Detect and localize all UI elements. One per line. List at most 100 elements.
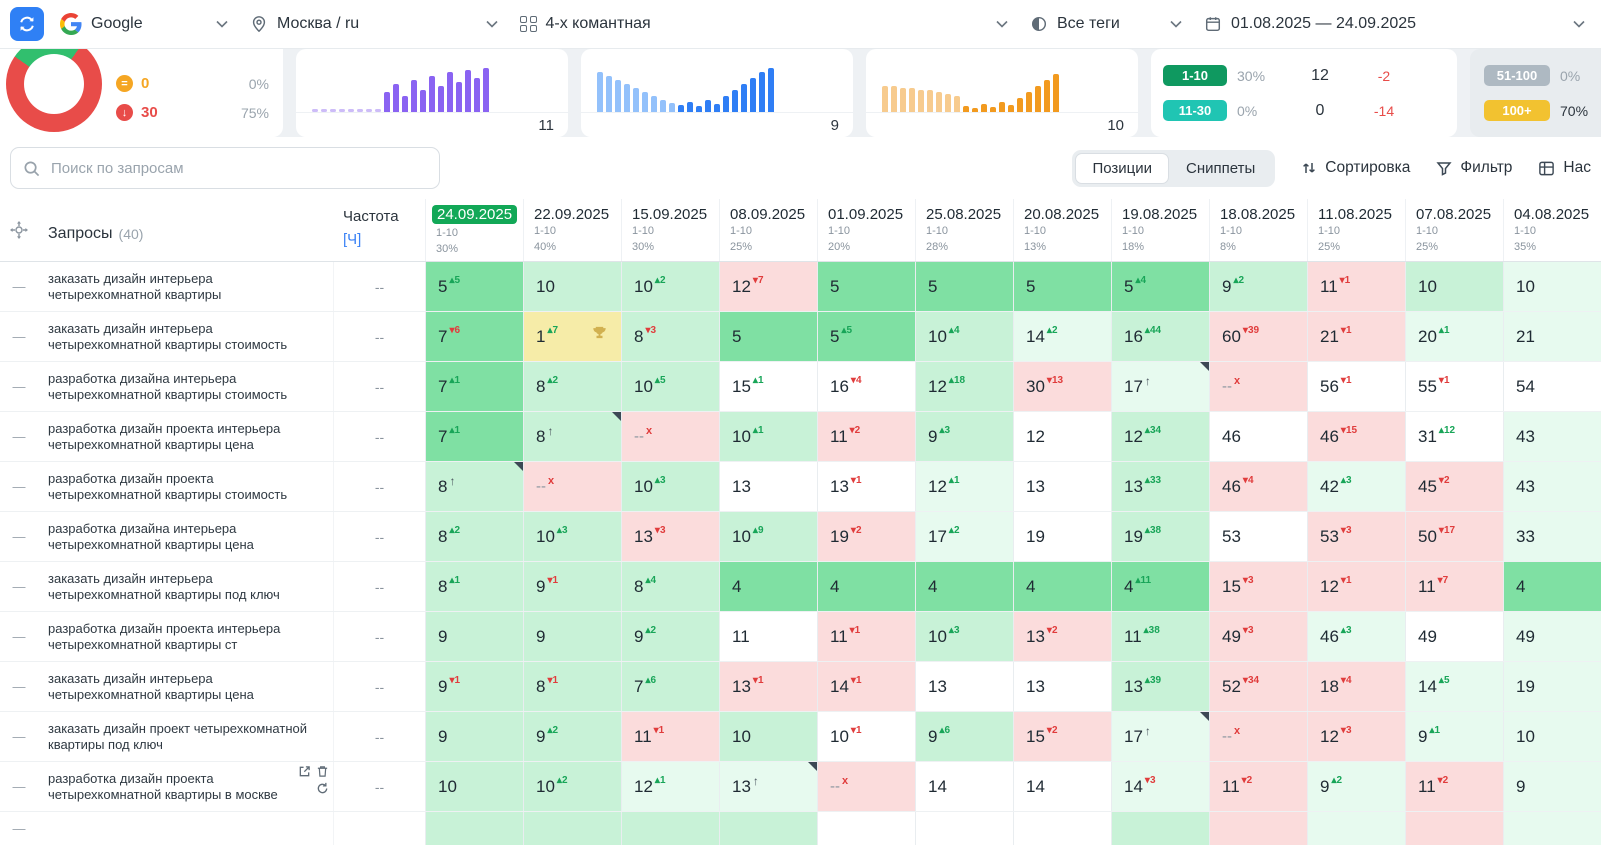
position-cell[interactable]: 50 ▾17 xyxy=(1405,512,1503,561)
query-cell[interactable]: разработка дизайн проекта интерьера четы… xyxy=(48,620,281,652)
position-cell[interactable]: 46 xyxy=(1209,412,1307,461)
position-cell[interactable]: 10 ▾1 xyxy=(817,712,915,761)
position-cell[interactable]: 33 xyxy=(1503,512,1601,561)
position-cell[interactable]: 10 xyxy=(523,262,621,311)
badge-1-10[interactable]: 1-10 xyxy=(1163,65,1227,86)
date-column-header[interactable]: 07.08.2025 1-10 25% xyxy=(1405,199,1503,261)
position-cell[interactable]: 12 ▴1 xyxy=(621,762,719,811)
tags-selector[interactable]: Все теги xyxy=(1024,15,1188,33)
query-cell[interactable]: заказать дизайн интерьера четырехкомнатн… xyxy=(48,670,254,702)
position-cell[interactable]: 9 ▾1 xyxy=(425,662,523,711)
position-cell[interactable]: 16 ▴44 xyxy=(1111,312,1209,361)
position-cell[interactable]: 55 ▾1 xyxy=(1405,362,1503,411)
position-cell[interactable]: 10 xyxy=(1503,262,1601,311)
sync-button[interactable] xyxy=(10,7,44,41)
query-cell[interactable]: разработка дизайн проекта четырехкомнатн… xyxy=(38,762,333,811)
position-cell[interactable]: 13 xyxy=(719,462,817,511)
position-cell[interactable]: 4 xyxy=(817,562,915,611)
date-column-header[interactable]: 18.08.2025 1-10 8% xyxy=(1209,199,1307,261)
position-cell[interactable]: 17 ▴2 xyxy=(915,512,1013,561)
filter-button[interactable]: Фильтр xyxy=(1436,159,1512,177)
position-cell[interactable]: 7 ▴1 xyxy=(425,362,523,411)
position-cell[interactable]: 13 ▴33 xyxy=(1111,462,1209,511)
position-cell[interactable]: 5 xyxy=(719,312,817,361)
position-cell[interactable]: -- x xyxy=(1209,362,1307,411)
row-drag-handle[interactable]: — xyxy=(12,679,26,694)
position-cell[interactable]: 20 ▴1 xyxy=(1405,312,1503,361)
position-cell[interactable]: 12 ▴1 xyxy=(915,462,1013,511)
position-cell[interactable]: 14 ▴5 xyxy=(1405,662,1503,711)
position-cell[interactable]: 43 xyxy=(1503,462,1601,511)
position-cell[interactable]: 9 xyxy=(425,712,523,761)
position-cell[interactable]: 11 ▾2 xyxy=(1405,762,1503,811)
position-cell[interactable]: 13 ▾1 xyxy=(817,462,915,511)
date-column-header[interactable]: 20.08.2025 1-10 13% xyxy=(1013,199,1111,261)
date-column-header[interactable]: 01.09.2025 1-10 20% xyxy=(817,199,915,261)
position-cell[interactable]: 10 xyxy=(1503,712,1601,761)
position-cell[interactable]: 5 xyxy=(817,262,915,311)
date-column-header[interactable]: 25.08.2025 1-10 28% xyxy=(915,199,1013,261)
position-cell[interactable]: 18 ▾4 xyxy=(1307,662,1405,711)
date-column-header[interactable]: 22.09.2025 1-10 40% xyxy=(523,199,621,261)
query-cell[interactable]: заказать дизайн интерьера четырехкомнатн… xyxy=(48,570,280,602)
position-cell[interactable]: 8 ▾1 xyxy=(523,662,621,711)
badge-11-30[interactable]: 11-30 xyxy=(1163,100,1227,121)
position-cell[interactable]: 14 ▾1 xyxy=(817,662,915,711)
date-range-selector[interactable]: 01.08.2025 — 24.09.2025 xyxy=(1198,15,1591,33)
row-drag-handle[interactable]: — xyxy=(12,821,26,836)
position-cell[interactable]: 9 xyxy=(1503,762,1601,811)
position-cell[interactable]: 8 ▴4 xyxy=(621,562,719,611)
position-cell[interactable]: 56 ▾1 xyxy=(1307,362,1405,411)
position-cell[interactable]: 15 ▾3 xyxy=(1209,562,1307,611)
row-drag-handle[interactable]: — xyxy=(12,279,26,294)
row-drag-handle[interactable]: — xyxy=(12,479,26,494)
project-selector[interactable]: 4-х комантная xyxy=(514,15,1014,33)
date-column-header[interactable]: 04.08.2025 1-10 35% xyxy=(1503,199,1601,261)
position-cell[interactable]: 8 ↑ xyxy=(523,412,621,461)
tab-snippets[interactable]: Сниппеты xyxy=(1186,159,1256,177)
position-cell[interactable]: 4 xyxy=(915,562,1013,611)
position-cell[interactable]: 10 ▴4 xyxy=(915,312,1013,361)
sort-button[interactable]: Сортировка xyxy=(1301,159,1410,177)
position-cell[interactable]: 30 ▾13 xyxy=(1013,362,1111,411)
position-cell[interactable]: 8 ▴2 xyxy=(425,512,523,561)
position-cell[interactable]: 9 ▴2 xyxy=(1209,262,1307,311)
position-cell[interactable]: 11 ▴38 xyxy=(1111,612,1209,661)
position-cell[interactable]: 9 ▴1 xyxy=(1405,712,1503,761)
search-input[interactable] xyxy=(49,158,427,178)
position-cell[interactable]: 10 xyxy=(719,712,817,761)
position-cell[interactable]: 12 ▾7 xyxy=(719,262,817,311)
row-drag-handle[interactable]: — xyxy=(12,529,26,544)
position-cell[interactable]: 1 ▴7 xyxy=(523,312,621,361)
position-cell[interactable]: 9 ▴3 xyxy=(915,412,1013,461)
position-cell[interactable]: 11 ▾1 xyxy=(817,612,915,661)
query-cell[interactable]: заказать дизайн интерьера четырехкомнатн… xyxy=(48,320,288,352)
position-cell[interactable]: 12 ▾1 xyxy=(1307,562,1405,611)
position-cell[interactable]: 10 ▴3 xyxy=(523,512,621,561)
position-cell[interactable]: -- x xyxy=(817,762,915,811)
position-cell[interactable]: 14 xyxy=(1013,762,1111,811)
move-crosshair-icon[interactable] xyxy=(0,199,38,261)
position-cell[interactable]: 46 ▾4 xyxy=(1209,462,1307,511)
position-cell[interactable]: 53 ▾3 xyxy=(1307,512,1405,561)
position-cell[interactable]: 11 ▾2 xyxy=(1209,762,1307,811)
badge-51-100[interactable]: 51-100 xyxy=(1484,65,1550,86)
position-cell[interactable]: 5 ▴5 xyxy=(425,262,523,311)
position-cell[interactable]: 4 ▴11 xyxy=(1111,562,1209,611)
position-cell[interactable]: 31 ▴12 xyxy=(1405,412,1503,461)
position-cell[interactable]: 13 ↑ xyxy=(719,762,817,811)
position-cell[interactable]: 10 ▴3 xyxy=(621,462,719,511)
open-link-icon[interactable] xyxy=(298,765,311,778)
position-cell[interactable]: 10 ▴9 xyxy=(719,512,817,561)
position-cell[interactable]: 7 ▴1 xyxy=(425,412,523,461)
search-engine-selector[interactable]: Google xyxy=(54,13,234,35)
position-cell[interactable]: 4 xyxy=(719,562,817,611)
position-cell[interactable]: 4 xyxy=(1503,562,1601,611)
query-cell[interactable]: заказать дизайн интерьера четырехкомнатн… xyxy=(48,270,222,302)
position-cell[interactable]: 52 ▾34 xyxy=(1209,662,1307,711)
sparkline-card-orange[interactable]: 10 xyxy=(866,49,1138,137)
sparkline-card-purple[interactable]: 11 xyxy=(296,49,568,137)
position-cell[interactable]: 7 ▴6 xyxy=(621,662,719,711)
position-cell[interactable]: 49 xyxy=(1405,612,1503,661)
position-cell[interactable]: 9 ▴2 xyxy=(1307,762,1405,811)
